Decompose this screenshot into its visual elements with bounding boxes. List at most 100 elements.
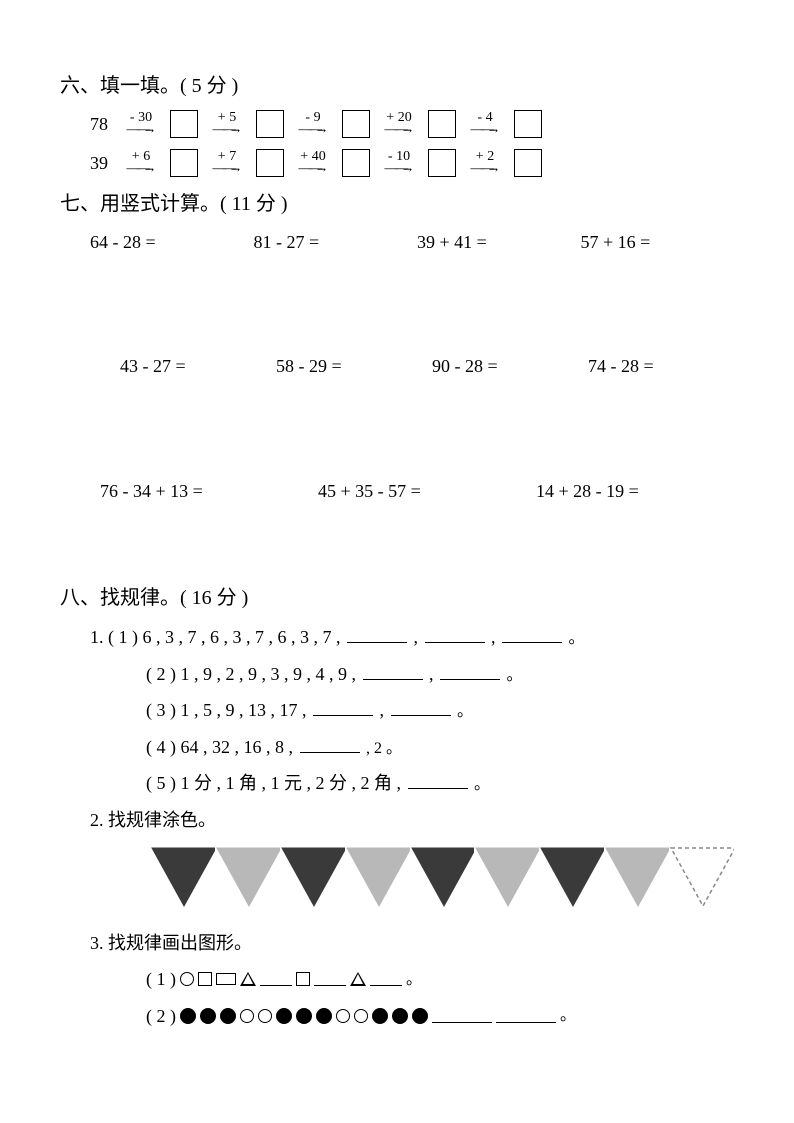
arrow-icon [213, 162, 242, 176]
sub-label: ( 1 ) [146, 964, 176, 995]
period: 。 [457, 703, 473, 720]
arrow-icon [471, 123, 500, 137]
answer-box[interactable] [170, 110, 198, 138]
triangle-icon [215, 846, 280, 908]
sequence: 1 , 9 , 2 , 9 , 3 , 9 , 4 , 9 , [181, 664, 357, 684]
q3-1: ( 1 ) 。 [146, 964, 734, 995]
circle-filled-icon [276, 1008, 292, 1024]
q1-3: ( 3 ) 1 , 5 , 9 , 13 , 17 , , 。 [146, 695, 734, 726]
answer-blank[interactable] [432, 1009, 492, 1023]
problems-row-2: 43 - 27 = 58 - 29 = 90 - 28 = 74 - 28 = [120, 352, 734, 381]
period: 。 [474, 776, 490, 793]
arrow-icon [299, 162, 328, 176]
arrow-icon [299, 123, 328, 137]
period: 。 [560, 1002, 576, 1029]
circle-outline-icon [354, 1009, 368, 1023]
sub-label: ( 2 ) [146, 664, 176, 684]
square-outline-icon [296, 972, 310, 986]
triangle-icon [345, 846, 410, 908]
circle-filled-icon [180, 1008, 196, 1024]
circle-filled-icon [392, 1008, 408, 1024]
arrow-group: - 10 [372, 150, 426, 176]
arrow-group: + 5 [200, 111, 254, 137]
answer-box[interactable] [256, 149, 284, 177]
problem: 90 - 28 = [432, 352, 578, 381]
chain-1: 78 - 30 + 5 - 9 + 20 - 4 [90, 110, 734, 139]
q1-5: ( 5 ) 1 分 , 1 角 , 1 元 , 2 分 , 2 角 , 。 [146, 768, 734, 799]
problem: 39 + 41 = [417, 228, 571, 257]
work-space [60, 272, 734, 352]
arrow-group: + 20 [372, 111, 426, 137]
answer-box[interactable] [514, 110, 542, 138]
answer-box[interactable] [256, 110, 284, 138]
answer-blank[interactable] [391, 698, 451, 716]
answer-box[interactable] [428, 110, 456, 138]
circle-outline-icon [240, 1009, 254, 1023]
arrow-group: - 30 [114, 111, 168, 137]
problem: 43 - 27 = [120, 352, 266, 381]
period: 。 [406, 966, 422, 993]
triangle-outline-icon [240, 972, 256, 986]
problem: 58 - 29 = [276, 352, 422, 381]
answer-box[interactable] [514, 149, 542, 177]
sequence: 1 分 , 1 角 , 1 元 , 2 分 , 2 角 , [181, 773, 402, 793]
arrow-group: + 6 [114, 150, 168, 176]
problems-row-1: 64 - 28 = 81 - 27 = 39 + 41 = 57 + 16 = [90, 228, 734, 257]
answer-blank[interactable] [363, 662, 423, 680]
circle-filled-icon [296, 1008, 312, 1024]
arrow-group: - 4 [458, 111, 512, 137]
circle-outline-icon [180, 972, 194, 986]
q2-label: 2. 找规律涂色。 [90, 805, 734, 836]
answer-blank[interactable] [314, 972, 346, 986]
triangle-icon [150, 846, 215, 908]
q1-label: 1. [90, 627, 104, 647]
arrow-group: - 9 [286, 111, 340, 137]
circle-outline-icon [336, 1009, 350, 1023]
answer-blank[interactable] [408, 771, 468, 789]
circle-filled-icon [200, 1008, 216, 1024]
answer-box[interactable] [170, 149, 198, 177]
triangles-row [150, 846, 734, 908]
arrow-icon [213, 123, 242, 137]
triangle-icon [604, 846, 669, 908]
answer-box[interactable] [342, 149, 370, 177]
sequence: 6 , 3 , 7 , 6 , 3 , 7 , 6 , 3 , 7 , [143, 627, 341, 647]
period: 。 [507, 667, 523, 684]
problem: 14 + 28 - 19 = [536, 477, 734, 506]
q3-2: ( 2 ) 。 [146, 1001, 734, 1032]
work-space [60, 397, 734, 477]
chain-2-start: 39 [90, 149, 108, 178]
circle-outline-icon [258, 1009, 272, 1023]
arrow-icon [471, 162, 500, 176]
circle-filled-icon [412, 1008, 428, 1024]
triangle-icon [280, 846, 345, 908]
sub-label: ( 1 ) [108, 627, 138, 647]
work-space [60, 522, 734, 582]
answer-box[interactable] [342, 110, 370, 138]
answer-box[interactable] [428, 149, 456, 177]
q1-4: ( 4 ) 64 , 32 , 16 , 8 , , 2 。 [146, 732, 734, 763]
answer-blank[interactable] [440, 662, 500, 680]
answer-blank[interactable] [425, 625, 485, 643]
triangle-outline-icon [350, 972, 366, 986]
q1-2: ( 2 ) 1 , 9 , 2 , 9 , 3 , 9 , 4 , 9 , , … [146, 659, 734, 690]
section-7-title: 七、用竖式计算。( 11 分 ) [60, 188, 734, 220]
arrow-icon [385, 123, 414, 137]
square-outline-icon [198, 972, 212, 986]
sub-label: ( 4 ) [146, 737, 176, 757]
q3-label: 3. 找规律画出图形。 [90, 928, 734, 959]
answer-blank[interactable] [502, 625, 562, 643]
chain-1-start: 78 [90, 110, 108, 139]
answer-blank[interactable] [313, 698, 373, 716]
answer-blank[interactable] [300, 735, 360, 753]
answer-blank[interactable] [370, 972, 402, 986]
arrow-icon [127, 123, 156, 137]
answer-blank[interactable] [260, 972, 292, 986]
answer-blank[interactable] [496, 1009, 556, 1023]
arrow-group: + 2 [458, 150, 512, 176]
sequence: 64 , 32 , 16 , 8 , [181, 737, 294, 757]
section-6-title: 六、填一填。( 5 分 ) [60, 70, 734, 102]
chain-container: 78 - 30 + 5 - 9 + 20 - 4 39 + 6 + 7 + 40… [90, 110, 734, 178]
sub-label: ( 2 ) [146, 1001, 176, 1032]
answer-blank[interactable] [347, 625, 407, 643]
